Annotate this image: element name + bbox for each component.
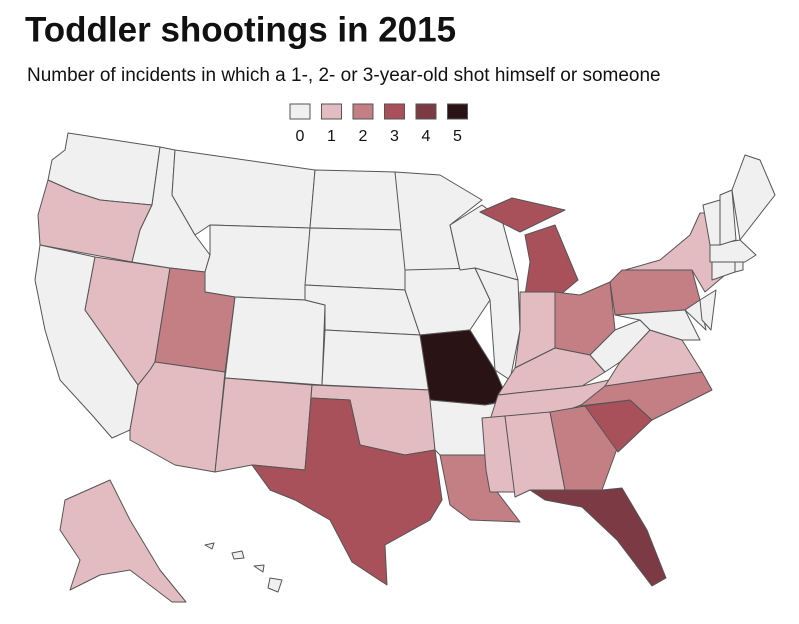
state bbox=[171, 149, 316, 236]
chart-title: Toddler shootings in 2015 bbox=[25, 10, 456, 49]
legend-label: 1 bbox=[327, 128, 336, 145]
states bbox=[34, 132, 776, 603]
state bbox=[719, 189, 737, 246]
state bbox=[699, 289, 717, 331]
state bbox=[304, 227, 406, 291]
legend-swatch bbox=[352, 103, 374, 120]
legend-swatch bbox=[321, 103, 342, 120]
legend-swatch bbox=[384, 103, 405, 120]
state bbox=[224, 296, 326, 386]
legend-label: 3 bbox=[390, 128, 399, 145]
legend-swatch bbox=[447, 103, 468, 120]
legend-swatch bbox=[415, 103, 437, 120]
state bbox=[309, 169, 406, 231]
state bbox=[204, 224, 311, 301]
legend-label: 2 bbox=[359, 128, 368, 145]
legend-label: 5 bbox=[453, 128, 462, 145]
legend-label: 0 bbox=[296, 128, 305, 145]
state bbox=[529, 487, 667, 587]
state bbox=[404, 267, 491, 336]
state bbox=[321, 329, 431, 391]
legend-label: 4 bbox=[422, 128, 431, 145]
chart-subtitle: Number of incidents in which a 1-, 2- or… bbox=[27, 65, 661, 86]
state bbox=[59, 479, 187, 603]
state bbox=[481, 415, 516, 493]
state bbox=[129, 361, 226, 473]
state bbox=[214, 377, 313, 473]
state bbox=[251, 397, 443, 586]
legend-swatch bbox=[289, 103, 311, 120]
state bbox=[204, 542, 283, 593]
state bbox=[731, 154, 776, 241]
state bbox=[609, 269, 701, 316]
legend: 0 1 2 3 4 5 bbox=[289, 103, 468, 145]
